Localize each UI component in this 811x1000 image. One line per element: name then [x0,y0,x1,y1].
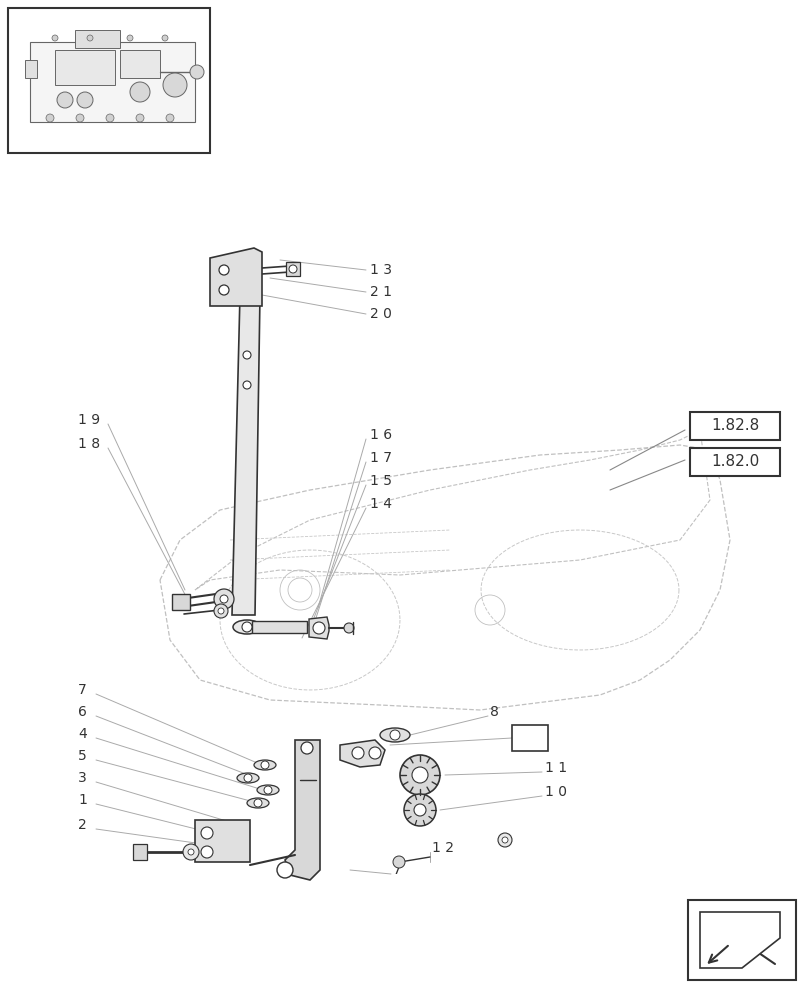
Text: 1.82.8: 1.82.8 [710,418,758,434]
Circle shape [301,742,312,754]
Circle shape [389,730,400,740]
Text: 8: 8 [489,705,498,719]
Circle shape [411,767,427,783]
Ellipse shape [257,785,279,795]
Text: 1: 1 [78,793,87,807]
Polygon shape [309,617,328,639]
Circle shape [162,35,168,41]
Text: 1 7: 1 7 [370,451,392,465]
Circle shape [182,844,199,860]
Text: 2: 2 [78,818,87,832]
Text: 1 0: 1 0 [544,785,566,799]
Bar [75,30,120,48]
Text: 2 1: 2 1 [370,285,392,299]
Bar [689,448,779,476]
Circle shape [243,774,251,782]
Text: 5: 5 [78,749,87,763]
Text: 1 4: 1 4 [370,497,392,511]
Circle shape [87,35,93,41]
Text: 3: 3 [78,771,87,785]
Circle shape [497,833,512,847]
Ellipse shape [380,728,410,742]
Text: 1 9: 1 9 [78,413,100,427]
Bar [172,594,190,610]
Text: 1.82.0: 1.82.0 [710,454,758,470]
Circle shape [220,595,228,603]
Circle shape [264,786,272,794]
Circle shape [289,265,297,273]
Bar [133,844,147,860]
Circle shape [188,849,194,855]
Circle shape [52,35,58,41]
Circle shape [163,73,187,97]
Circle shape [106,114,114,122]
Circle shape [214,604,228,618]
Ellipse shape [237,773,259,783]
Circle shape [260,761,268,769]
Text: 1 1: 1 1 [544,761,566,775]
Circle shape [201,846,212,858]
Text: 7: 7 [393,863,401,877]
Text: 6: 6 [78,705,87,719]
Bar [55,50,115,85]
Circle shape [127,35,133,41]
Circle shape [414,804,426,816]
Text: 1 8: 1 8 [78,437,100,451]
Ellipse shape [247,798,268,808]
Circle shape [400,755,440,795]
Bar [30,42,195,122]
Text: 7: 7 [78,683,87,697]
Bar [8,8,210,153]
Bar [689,412,779,440]
Text: 1 6: 1 6 [370,428,392,442]
Text: 2 0: 2 0 [370,307,392,321]
Bar [120,50,160,78]
Circle shape [368,747,380,759]
Bar [687,900,795,980]
Circle shape [242,351,251,359]
Circle shape [135,114,144,122]
Ellipse shape [254,760,276,770]
Circle shape [219,285,229,295]
Polygon shape [285,740,320,880]
Polygon shape [210,248,262,306]
Circle shape [217,608,224,614]
Circle shape [190,65,204,79]
Text: 9: 9 [525,731,534,745]
Circle shape [219,265,229,275]
Circle shape [344,623,354,633]
Polygon shape [699,912,779,968]
Circle shape [130,82,150,102]
Bar [512,725,547,751]
Bar [251,621,307,633]
Polygon shape [232,295,260,615]
Circle shape [77,92,93,108]
Bar [25,60,37,78]
Bar [285,262,299,276]
Circle shape [404,794,436,826]
Text: 1 5: 1 5 [370,474,392,488]
Ellipse shape [233,620,260,634]
Circle shape [214,589,234,609]
Text: 1 3: 1 3 [370,263,392,277]
Circle shape [242,381,251,389]
Circle shape [201,827,212,839]
Circle shape [46,114,54,122]
Polygon shape [340,740,384,767]
Circle shape [76,114,84,122]
Circle shape [57,92,73,108]
Bar [195,820,250,862]
Text: 4: 4 [78,727,87,741]
Text: 1 2: 1 2 [431,841,453,855]
Circle shape [393,856,405,868]
Circle shape [312,622,324,634]
Circle shape [501,837,508,843]
Circle shape [165,114,174,122]
Circle shape [277,862,293,878]
Circle shape [351,747,363,759]
Circle shape [242,622,251,632]
Circle shape [254,799,262,807]
